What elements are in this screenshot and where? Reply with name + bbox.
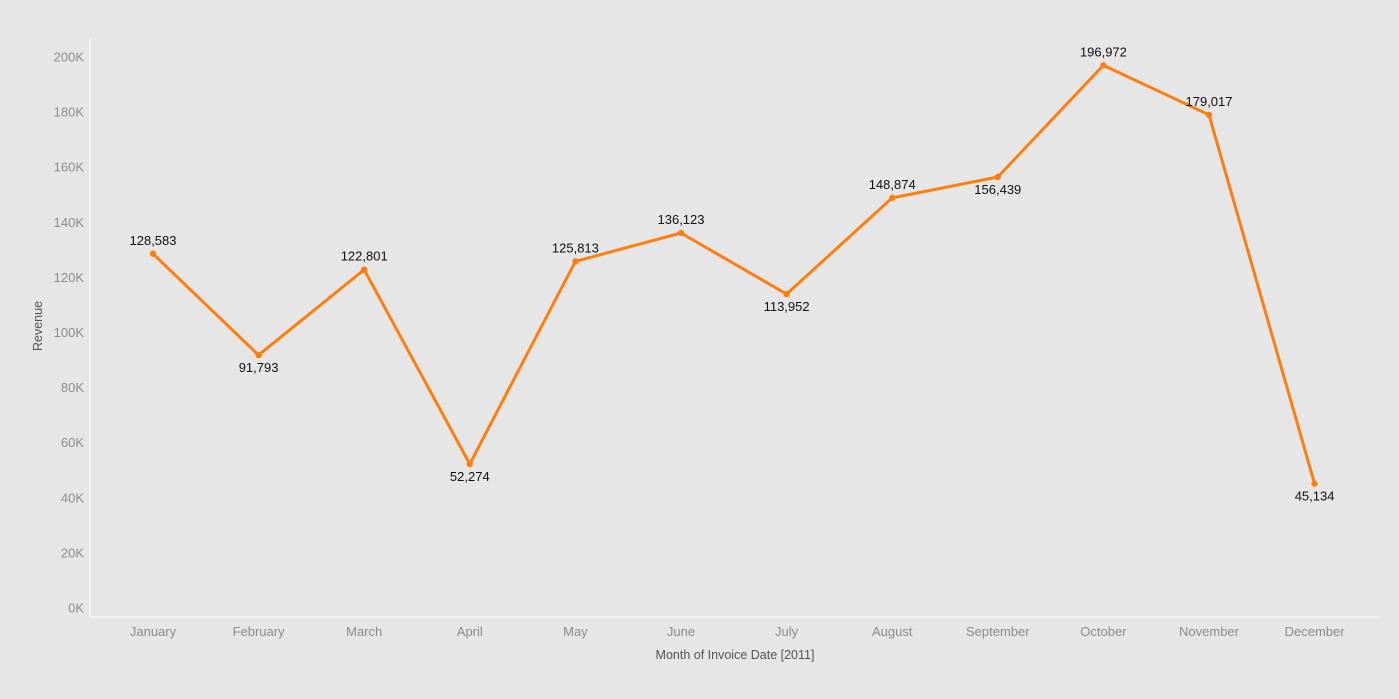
- data-label: 156,439: [974, 182, 1021, 197]
- plot-area: 128,583 91,793 122,801 52,274 125,813 136,123…: [130, 44, 1335, 503]
- y-tick-label: 120K: [54, 270, 85, 285]
- y-tick-label: 80K: [61, 380, 84, 395]
- data-point[interactable]: [889, 194, 896, 202]
- y-axis: 0K 20K 40K 60K 80K 100K 120K 140K 160K 180K 200K: [54, 38, 91, 617]
- y-tick-label: 180K: [54, 105, 85, 120]
- data-label: 45,134: [1295, 489, 1335, 504]
- y-tick-label: 200K: [54, 50, 85, 65]
- data-point[interactable]: [466, 460, 473, 468]
- data-point[interactable]: [994, 173, 1001, 181]
- data-label: 52,274: [450, 469, 490, 484]
- x-tick-label: April: [457, 624, 483, 639]
- y-tick-label: 40K: [61, 490, 84, 505]
- x-tick-label: December: [1285, 624, 1346, 639]
- x-tick-label: March: [346, 624, 382, 639]
- x-tick-label: May: [563, 624, 588, 639]
- data-label: 179,017: [1186, 94, 1233, 109]
- data-point[interactable]: [1205, 111, 1213, 119]
- data-label: 136,123: [658, 212, 705, 227]
- data-point[interactable]: [677, 229, 685, 237]
- data-label: 91,793: [239, 360, 279, 375]
- data-label: 125,813: [552, 240, 599, 255]
- x-tick-label: February: [233, 624, 286, 639]
- x-tick-label: June: [667, 624, 695, 639]
- data-point[interactable]: [255, 351, 262, 359]
- x-tick-label: August: [872, 624, 913, 639]
- x-tick-label: January: [130, 624, 177, 639]
- data-label: 113,952: [764, 299, 810, 314]
- data-point[interactable]: [572, 258, 579, 265]
- data-label: 148,874: [869, 177, 916, 192]
- data-label: 122,801: [341, 249, 388, 264]
- y-tick-label: 140K: [54, 215, 85, 230]
- data-point[interactable]: [783, 290, 790, 298]
- x-axis: January February March April May June July Augu…: [90, 616, 1380, 639]
- x-axis-title: Month of Invoice Date [2011]: [656, 648, 815, 662]
- y-tick-label: 60K: [61, 435, 84, 450]
- x-tick-label: November: [1179, 624, 1240, 639]
- y-axis-title: Revenue: [31, 301, 45, 351]
- data-point[interactable]: [361, 266, 368, 273]
- y-tick-label: 160K: [54, 160, 85, 175]
- data-label: 196,972: [1080, 44, 1127, 59]
- data-point[interactable]: [1100, 62, 1107, 69]
- x-tick-label: October: [1080, 624, 1127, 639]
- y-tick-label: 20K: [61, 545, 84, 560]
- data-label: 128,583: [130, 233, 177, 248]
- y-tick-label: 100K: [54, 325, 85, 340]
- x-tick-label: September: [966, 624, 1030, 639]
- series-line: [151, 63, 1317, 486]
- data-point[interactable]: [1311, 480, 1318, 487]
- y-tick-label: 0K: [68, 601, 84, 616]
- data-point[interactable]: [149, 250, 157, 257]
- x-tick-label: July: [775, 624, 799, 639]
